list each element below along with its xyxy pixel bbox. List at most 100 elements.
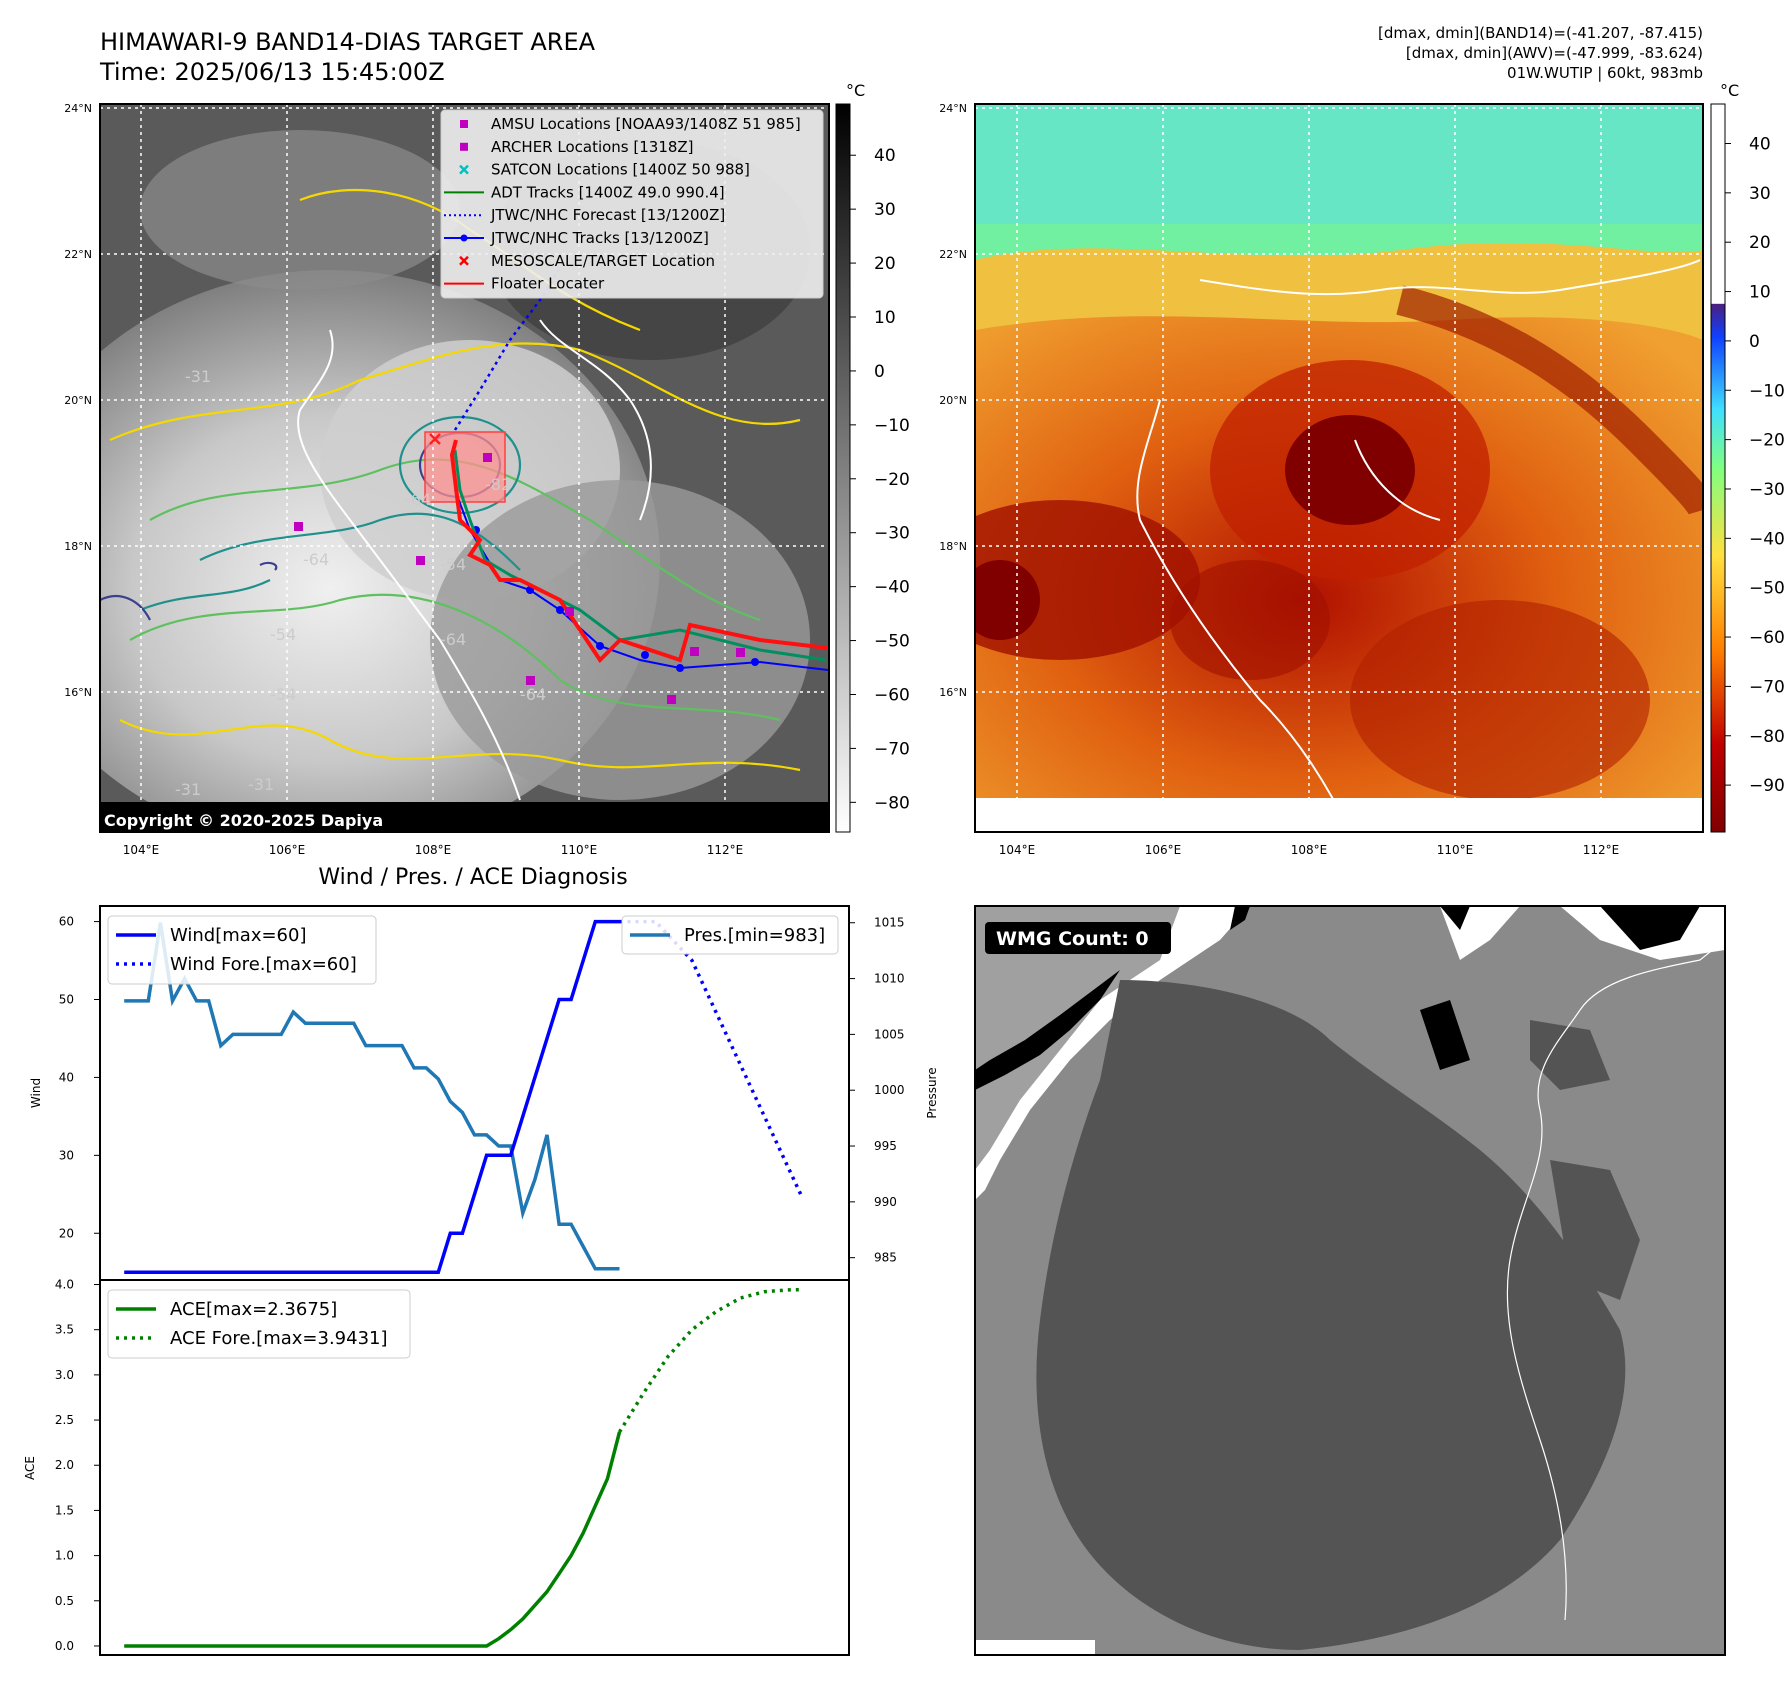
lat-label: 24°N — [64, 102, 92, 115]
lat-label: 22°N — [939, 248, 967, 261]
legend-label: Pres.[min=983] — [684, 925, 825, 946]
wmg-count-box — [985, 922, 1171, 954]
ir-axis-labels: 24°N 22°N 20°N 18°N 16°N 104°E 106°E 108°E 110°E… — [64, 102, 743, 857]
lat-label: 22°N — [64, 248, 92, 261]
wmg-frame — [974, 905, 1726, 1656]
colorbar-tick-label: 0 — [874, 362, 885, 382]
y-tick-label: 1.5 — [55, 1503, 74, 1517]
y-tick-label: 60 — [59, 915, 74, 929]
contour-label: -31 — [248, 775, 274, 794]
wmg-core — [1036, 980, 1626, 1650]
lon-label: 110°E — [1437, 843, 1474, 857]
lat-label: 16°N — [64, 686, 92, 699]
figure-title: HIMAWARI-9 BAND14-DIAS TARGET AREA — [100, 28, 596, 56]
legend-label: Wind Fore.[max=60] — [170, 954, 357, 975]
color-map-frame — [974, 103, 1704, 833]
colorbar-tick-label: −70 — [874, 739, 910, 759]
lon-label: 104°E — [999, 843, 1036, 857]
contour-label: -54 — [440, 555, 466, 574]
wmg-panel: WMG Count: 0 — [974, 905, 1726, 1656]
contour-label: -64 — [440, 630, 466, 649]
archer-markers — [294, 453, 745, 704]
lon-label: 104°E — [123, 843, 160, 857]
contour-label: -31 — [185, 367, 211, 386]
lon-label: 108°E — [1291, 843, 1328, 857]
y-tick-label: 2.0 — [55, 1458, 74, 1472]
contour-label: -54 — [270, 625, 296, 644]
y2-tick-label: 1010 — [874, 972, 905, 986]
colorbar-tick-label: 30 — [1749, 184, 1771, 204]
lat-label: 16°N — [939, 686, 967, 699]
colorbar-tick-label: 40 — [1749, 134, 1771, 154]
lat-label: 20°N — [64, 394, 92, 407]
colorbar-tick-label: −30 — [874, 524, 910, 544]
color-colorbar: °C 40 30 20 10 0 −10 −20 −30 −40 −50 −60 −70 −80 −90 — [1710, 81, 1785, 833]
legend-marker — [459, 164, 469, 175]
colorbar-tick-label: −40 — [1749, 529, 1785, 549]
jtwc-forecast-track — [453, 259, 567, 431]
colorbar-tick-label: −20 — [1749, 431, 1785, 451]
y-tick-label: 40 — [59, 1070, 74, 1084]
lon-label: 112°E — [707, 843, 744, 857]
y-tick-label: 4.0 — [55, 1278, 74, 1292]
lat-label: 18°N — [939, 540, 967, 553]
colorbar-tick-label: 10 — [1749, 283, 1771, 303]
colorbar-tick-label: 20 — [1749, 233, 1771, 253]
colorbar-tick-label: −10 — [1749, 381, 1785, 401]
y-tick-label: 50 — [59, 993, 74, 1007]
contour-label: -64 — [405, 490, 431, 509]
y-tick-label: 30 — [59, 1148, 74, 1162]
colorbar-tick-label: −90 — [1749, 776, 1785, 796]
y-tick-label: 3.0 — [55, 1368, 74, 1382]
ace-line — [124, 1431, 622, 1648]
y2-axis-label: Pressure — [925, 1067, 939, 1118]
y2-tick-label: 990 — [874, 1195, 897, 1209]
wind-line — [124, 919, 620, 1274]
contour-label: -82 — [485, 475, 511, 494]
colorbar-tick-label: −50 — [874, 632, 910, 652]
y-tick-label: 2.5 — [55, 1413, 74, 1427]
coastline — [1136, 399, 1351, 832]
lat-label: 24°N — [939, 102, 967, 115]
colorbar-unit: °C — [1720, 81, 1739, 100]
floater-track — [449, 439, 829, 664]
ir-map-panel: -31 -54 -64 -54 -64 -82 -64 -54 -31 -31 … — [99, 103, 830, 833]
stats-band14: [dmax, dmin](BAND14)=(-41.207, -87.415) — [1378, 24, 1703, 42]
legend-label: SATCON Locations [1400Z 50 988] — [491, 161, 750, 179]
mesoscale-markers — [429, 433, 441, 445]
legend-label: Floater Locater — [491, 275, 605, 293]
colorbar-tick-label: 20 — [874, 254, 896, 274]
legend-marker — [459, 255, 469, 266]
colorbar-tick-label: −80 — [1749, 727, 1785, 747]
coastline — [1506, 1009, 1581, 1621]
colorbar-tick-label: −80 — [874, 793, 910, 813]
legend-label: JTWC/NHC Forecast [13/1200Z] — [490, 206, 725, 224]
legend-label: ACE Fore.[max=3.9431] — [170, 1328, 388, 1349]
lon-label: 108°E — [415, 843, 452, 857]
pressure-line — [124, 922, 620, 1271]
coastline — [297, 329, 521, 801]
y-axis-label: Wind — [29, 1078, 43, 1108]
pressure-legend-box — [621, 915, 839, 955]
legend-label: ADT Tracks [1400Z 49.0 990.4] — [491, 183, 725, 201]
legend-label: ACE[max=2.3675] — [170, 1299, 337, 1320]
colorbar-tick-label: −30 — [1749, 480, 1785, 500]
y-tick-label: 0.0 — [55, 1639, 74, 1653]
y-tick-label: 3.5 — [55, 1323, 74, 1337]
diagnosis-title: Wind / Pres. / ACE Diagnosis — [318, 865, 627, 890]
storm-info: 01W.WUTIP | 60kt, 983mb — [1507, 64, 1703, 82]
lon-label: 106°E — [269, 843, 306, 857]
y2-tick-label: 1005 — [874, 1027, 905, 1041]
y2-tick-label: 995 — [874, 1139, 897, 1153]
ace-forecast-line — [618, 1287, 801, 1433]
lon-label: 110°E — [561, 843, 598, 857]
contour-label: -64 — [520, 685, 546, 704]
ace-legend-box — [107, 1289, 411, 1359]
legend-marker — [460, 234, 468, 242]
color-axis-labels: 24°N 22°N 20°N 18°N 16°N 104°E 106°E 108°E 110°E… — [939, 102, 1619, 857]
colorbar-tick-label: −70 — [1749, 677, 1785, 697]
colorbar-tick-label: 40 — [874, 146, 896, 166]
colorbar-tick-label: −50 — [1749, 579, 1785, 599]
y2-tick-label: 1000 — [874, 1083, 905, 1097]
legend-label: AMSU Locations [NOAA93/1408Z 51 985] — [491, 115, 801, 133]
